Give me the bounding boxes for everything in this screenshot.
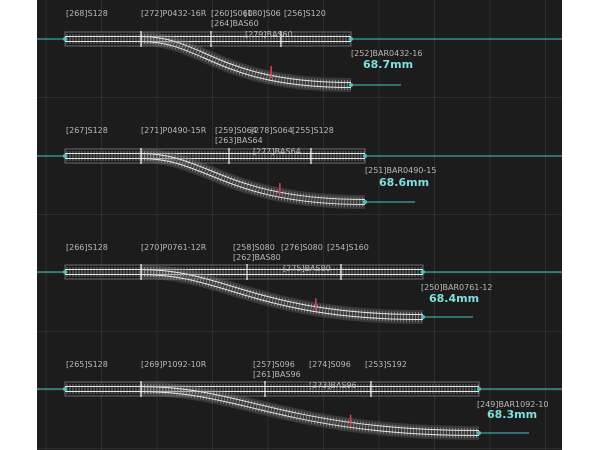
- branch-rail: [140, 36, 352, 83]
- label-straight-b[interactable]: [180]S06: [244, 9, 281, 18]
- branch-rail: [140, 158, 366, 205]
- measurement-value: 68.7mm: [363, 58, 414, 71]
- label-straight-c[interactable]: [254]S160: [327, 243, 369, 252]
- label-end-piece[interactable]: [252]BAR0432-16: [351, 49, 423, 58]
- label-straight-a[interactable]: [260]S060: [211, 9, 253, 18]
- label-end-piece[interactable]: [249]BAR1092-10: [477, 400, 549, 409]
- branch-track-ties: [140, 384, 480, 438]
- branch-rail: [140, 386, 480, 431]
- track-drawing[interactable]: [37, 0, 562, 450]
- label-turnout[interactable]: [272]P0432-16R: [141, 9, 207, 18]
- label-straight-start[interactable]: [268]S128: [66, 9, 108, 18]
- label-bas-top[interactable]: [262]BAS80: [233, 253, 281, 262]
- label-straight-a[interactable]: [257]S096: [253, 360, 295, 369]
- label-straight-b[interactable]: [278]S064: [251, 126, 293, 135]
- branch-rail: [140, 153, 366, 200]
- label-straight-b[interactable]: [274]S096: [309, 360, 351, 369]
- track-canvas[interactable]: [268]S128 [272]P0432-16R [260]S060 [180]…: [37, 0, 562, 450]
- measurement-value: 68.3mm: [487, 408, 538, 421]
- label-straight-a[interactable]: [258]S080: [233, 243, 275, 252]
- label-straight-b[interactable]: [276]S080: [281, 243, 323, 252]
- measurement-value: 68.6mm: [379, 176, 430, 189]
- label-straight-start[interactable]: [267]S128: [66, 126, 108, 135]
- branch-track-bed: [140, 32, 352, 92]
- label-straight-c[interactable]: [253]S192: [365, 360, 407, 369]
- branch-rail: [140, 274, 424, 320]
- branch-rail: [140, 41, 352, 88]
- measurement-value: 68.4mm: [429, 292, 480, 305]
- label-bas-mid[interactable]: [277]BAS64: [253, 147, 301, 156]
- label-end-piece[interactable]: [250]BAR0761-12: [421, 283, 493, 292]
- label-turnout[interactable]: [271]P0490-15R: [141, 126, 207, 135]
- label-bas-top[interactable]: [263]BAS64: [215, 136, 263, 145]
- label-turnout[interactable]: [269]P1092-10R: [141, 360, 207, 369]
- label-bas-mid[interactable]: [275]BAS80: [283, 264, 331, 273]
- branch-track-ties: [140, 267, 424, 322]
- branch-track-bed: [140, 149, 366, 209]
- label-straight-start[interactable]: [265]S128: [66, 360, 108, 369]
- label-straight-start[interactable]: [266]S128: [66, 243, 108, 252]
- label-end-piece[interactable]: [251]BAR0490-15: [365, 166, 437, 175]
- branch-rail: [140, 269, 424, 315]
- label-bas-mid[interactable]: [279]BAS60: [245, 30, 293, 39]
- label-turnout[interactable]: [270]P0761-12R: [141, 243, 207, 252]
- label-straight-c[interactable]: [255]S128: [292, 126, 334, 135]
- label-bas-top[interactable]: [264]BAS60: [211, 19, 259, 28]
- label-bas-top[interactable]: [261]BAS96: [253, 370, 301, 379]
- label-bas-mid[interactable]: [273]BAS96: [309, 381, 357, 390]
- branch-rail: [140, 391, 480, 436]
- label-straight-c[interactable]: [256]S120: [284, 9, 326, 18]
- label-straight-a[interactable]: [259]S064: [215, 126, 257, 135]
